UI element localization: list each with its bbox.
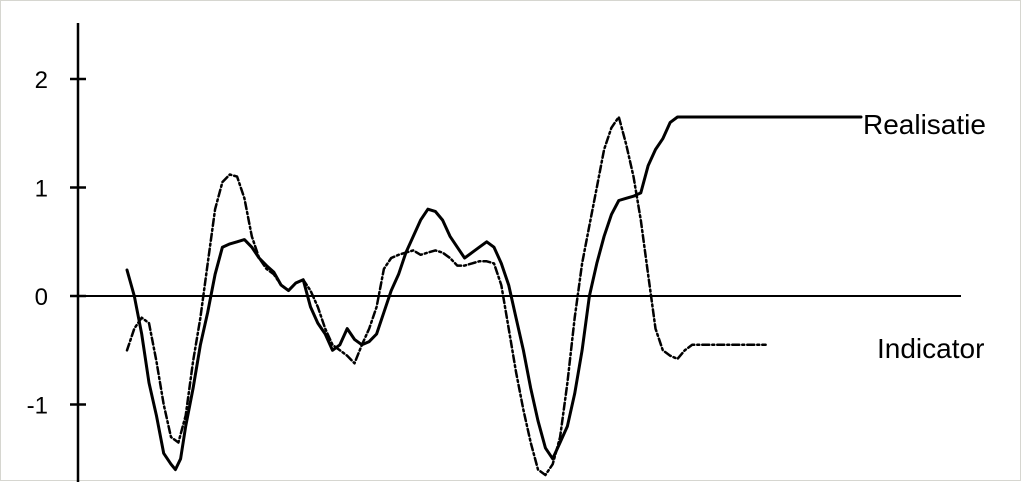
y-tick-label-2: 0 <box>35 284 48 311</box>
y-tick-label-3: -1 <box>27 393 48 420</box>
series-line-indicator <box>125 115 767 477</box>
series-label-indicator: Indicator <box>877 333 984 364</box>
series-line-realisatie <box>125 115 863 472</box>
y-tick-label-0: 2 <box>35 67 48 94</box>
series-label-realisatie: Realisatie <box>863 109 986 140</box>
y-tick-label-1: 1 <box>35 176 48 203</box>
